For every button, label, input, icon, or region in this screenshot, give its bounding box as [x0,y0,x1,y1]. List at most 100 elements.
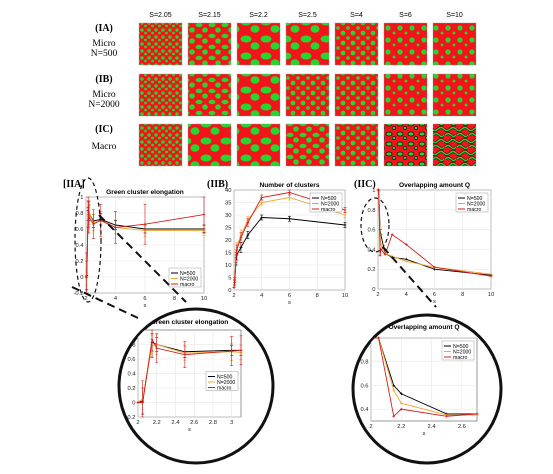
data-point [392,414,396,418]
data-point [235,248,239,252]
data-point [260,196,264,199]
column-header: S=2.05 [149,12,171,19]
x-tick-label: 8 [461,292,464,298]
data-point [288,191,291,194]
zoom-marker-ellipse-a [74,177,102,303]
data-point [288,217,291,221]
x-tick-label: 2.2 [153,420,161,426]
y-tick-label: 40 [225,188,231,194]
column-header: S=6 [399,12,412,19]
x-tick-label: 2.6 [190,420,198,426]
y-tick-label: 0.6 [367,228,375,234]
x-tick-label: 6 [433,292,436,298]
y-tick-label: 0.8 [75,211,83,217]
chart-overlap-zoom: 2 2.2 2.4 2.6 0.4 0.6 0.8 1 Overlapping amount Q… [360,324,479,437]
y-tick-label: 25 [225,226,231,232]
x-tick-label: 4 [260,293,264,299]
y-tick-label: 20 [225,238,231,244]
y-tick-label: 35 [225,201,231,207]
data-point [445,414,449,418]
y-tick-label: 0 [80,275,83,281]
row-label-line: Macro [92,142,117,152]
chart-title: Green cluster elongation [106,189,184,196]
data-point [239,348,243,352]
x-tick-label: 8 [173,296,176,302]
x-tick-label: 10 [488,292,494,298]
micrograph-tile [236,73,281,117]
data-point [433,265,436,269]
x-tick-label: 2 [84,296,87,302]
legend-entry: N=500 [217,374,233,380]
y-tick-label: 0.8 [367,208,375,214]
series-macro [376,188,493,278]
micrograph-tile [236,22,281,66]
x-axis-label: s [188,427,191,433]
data-point [260,216,264,219]
data-point [399,392,403,396]
micrograph-tile [383,123,428,167]
x-tick-label: 6 [143,296,146,302]
data-point [183,353,187,357]
micrograph-tile [432,22,477,66]
x-tick-label: 2.4 [428,424,437,430]
micrograph-tile [383,22,428,66]
series-macro [84,196,206,294]
legend-entry: N=2000 [453,349,471,355]
data-point [233,278,237,282]
column-header: S=10 [446,12,463,19]
zoom-connector-a1 [98,214,187,303]
data-point [239,236,243,239]
y-tick-label: 0.2 [127,386,135,392]
row-id-label: (IC) [95,124,113,135]
data-point [202,213,206,216]
data-point [288,196,291,199]
chart-title: Green cluster elongation [151,319,229,326]
data-point [377,336,380,340]
data-point [343,208,347,212]
row-label-line: N=2000 [88,100,119,110]
y-tick-label: 30 [225,213,231,219]
row-label-line: Micro [92,90,115,100]
data-point [136,401,140,404]
x-tick-label: 2 [376,292,379,298]
legend-entry: N=500 [321,196,337,202]
data-point [230,349,234,353]
data-point [377,188,381,192]
column-header: S=2.2 [249,12,268,19]
chart-overlap-main: 2 4 6 8 10 0 0.2 0.4 0.6 0.8 1 Overlapping amount Q… [367,182,494,305]
data-point [343,213,347,217]
data-point [85,275,89,279]
data-point [155,346,159,350]
micrograph-tile [187,22,232,66]
legend-entry: N=2000 [180,276,198,282]
panel-label-iic: (IIC) [354,179,376,190]
x-tick-label: 10 [201,296,207,302]
micrograph-tile [138,123,183,167]
row-id-label: (IA) [95,23,113,34]
chart-title: Overlapping amount Q [399,182,470,189]
x-tick-label: 8 [316,293,319,299]
legend-entry: N=2000 [467,201,485,207]
row-id-label: (IB) [95,74,112,85]
data-point [141,401,145,404]
x-tick-label: 2 [232,293,235,299]
y-tick-label: 0 [132,401,135,407]
data-point [343,223,347,227]
legend-entry: macro [467,207,482,213]
micrograph-tile [138,22,183,66]
data-point [239,246,243,249]
zoom-connector-c [382,246,437,308]
micrograph-tile [334,22,379,66]
y-tick-label: 0.6 [360,383,368,389]
data-point [392,388,396,392]
column-header: S=2.15 [198,12,220,19]
panel-label-iia: [IIA] [63,179,85,190]
y-tick-label: 0.4 [75,243,84,249]
x-tick-label: 2.2 [397,424,405,430]
data-point [390,233,394,236]
micrograph-tile [432,123,477,167]
series-macro [232,189,347,289]
x-axis-label: s [423,431,426,437]
